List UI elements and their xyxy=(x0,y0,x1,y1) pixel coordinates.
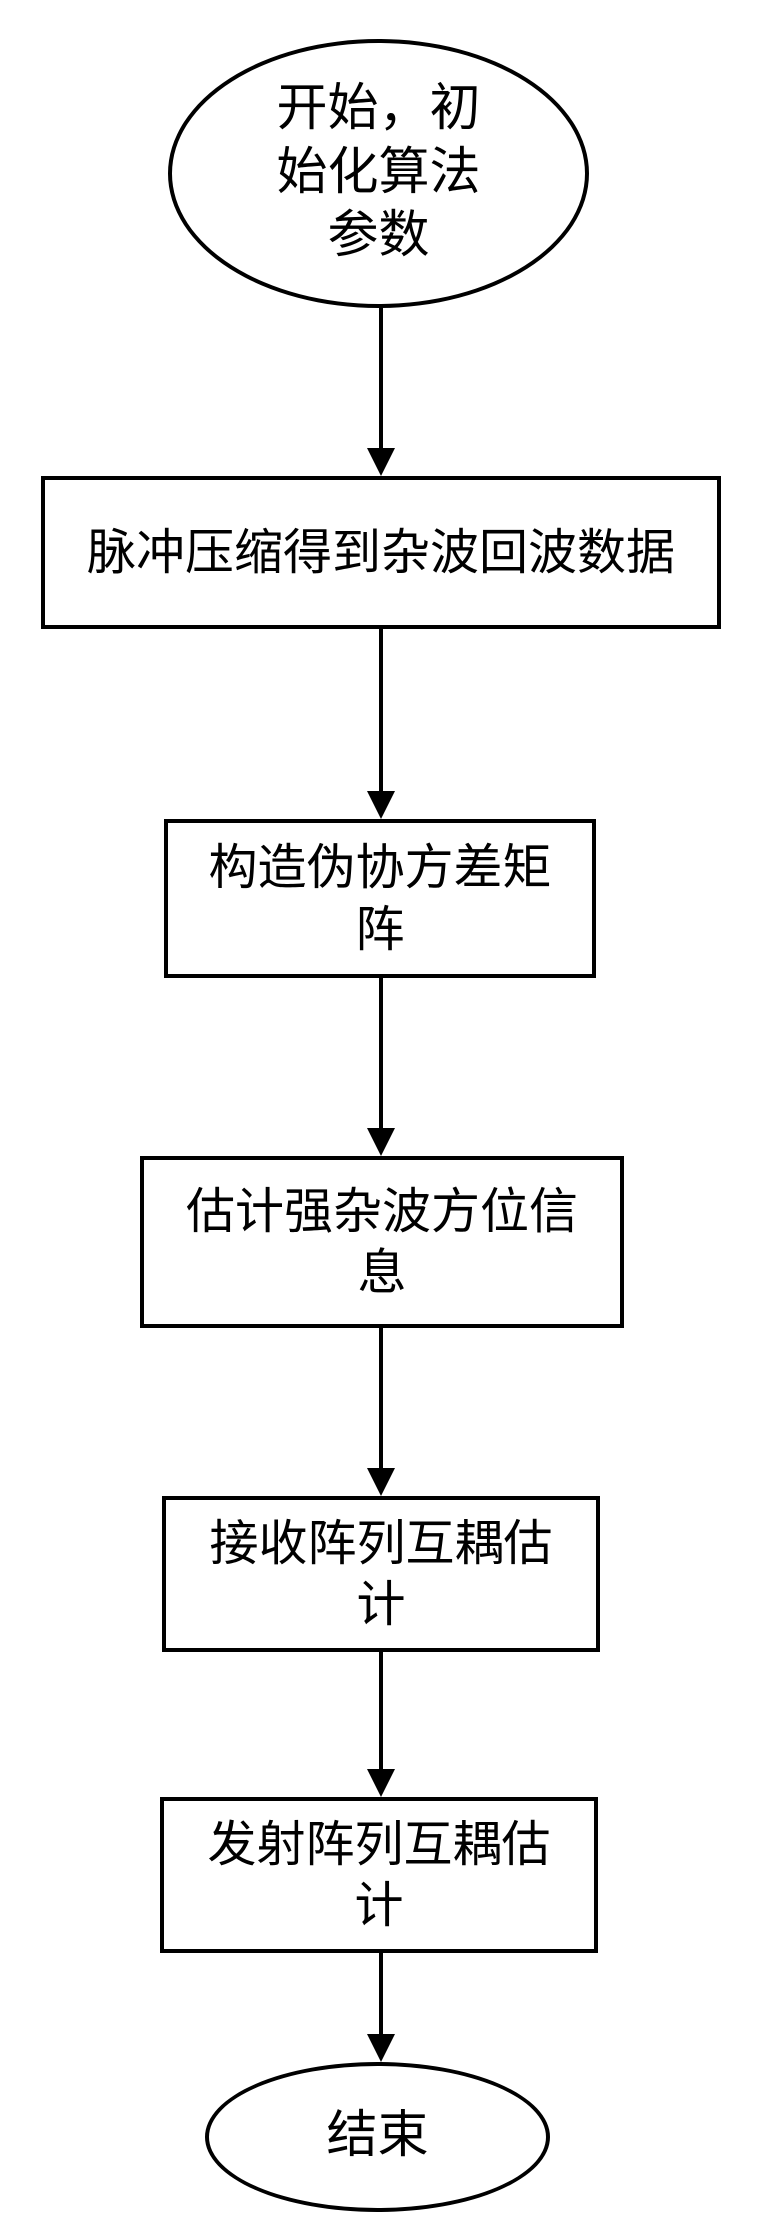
node-step1: 脉冲压缩得到杂波回波数据 xyxy=(41,476,721,629)
node-step5: 发射阵列互耦估计 xyxy=(160,1797,598,1953)
node-label-step4: 接收阵列互耦估计 xyxy=(186,1513,576,1636)
node-label-step2: 构造伪协方差矩阵 xyxy=(188,837,572,960)
edge-start-step1 xyxy=(363,308,399,476)
edge-step2-step3 xyxy=(363,978,399,1156)
node-label-step5: 发射阵列互耦估计 xyxy=(184,1814,574,1937)
node-label-start: 开始，初 始化算法 参数 xyxy=(276,78,480,269)
node-label-step3: 估计强杂波方位信息 xyxy=(164,1181,600,1304)
flowchart-container: 开始，初 始化算法 参数脉冲压缩得到杂波回波数据构造伪协方差矩阵估计强杂波方位信… xyxy=(0,0,757,2239)
edge-step1-step2 xyxy=(363,629,399,819)
node-step3: 估计强杂波方位信息 xyxy=(140,1156,624,1328)
node-label-end: 结束 xyxy=(326,2105,428,2169)
node-step4: 接收阵列互耦估计 xyxy=(162,1496,600,1652)
node-start: 开始，初 始化算法 参数 xyxy=(168,39,589,308)
node-end: 结束 xyxy=(205,2062,550,2212)
edge-step4-step5 xyxy=(363,1652,399,1797)
node-step2: 构造伪协方差矩阵 xyxy=(164,819,596,978)
node-label-step1: 脉冲压缩得到杂波回波数据 xyxy=(87,522,675,583)
edge-step3-step4 xyxy=(363,1328,399,1496)
edge-step5-end xyxy=(363,1953,399,2062)
